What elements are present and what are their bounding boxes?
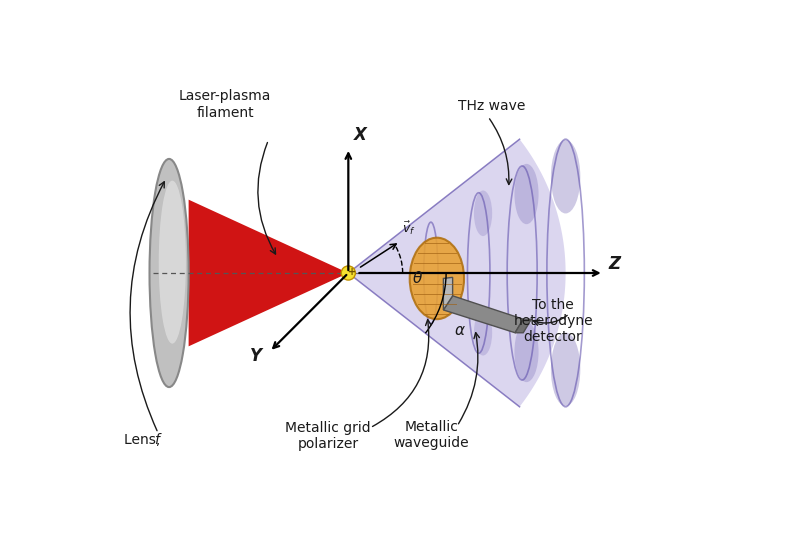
Polygon shape: [189, 200, 348, 346]
Circle shape: [342, 266, 355, 280]
Text: Y: Y: [249, 347, 261, 365]
Ellipse shape: [149, 159, 189, 387]
Polygon shape: [443, 296, 523, 333]
Ellipse shape: [551, 333, 581, 406]
Ellipse shape: [474, 310, 492, 355]
Ellipse shape: [514, 164, 539, 224]
Text: $\theta$: $\theta$: [413, 270, 424, 286]
Text: $\vec{v}_f$: $\vec{v}_f$: [402, 219, 416, 237]
Text: $\alpha$: $\alpha$: [454, 323, 466, 339]
Polygon shape: [515, 319, 532, 333]
Text: X: X: [353, 126, 367, 144]
Text: To the
heterodyne
detector: To the heterodyne detector: [514, 298, 593, 344]
Ellipse shape: [409, 238, 464, 319]
Ellipse shape: [474, 191, 492, 236]
Text: Metallic grid
polarizer: Metallic grid polarizer: [286, 421, 371, 451]
Text: Lens,: Lens,: [124, 433, 165, 447]
Text: +: +: [348, 268, 356, 277]
Text: Z: Z: [608, 254, 620, 272]
Polygon shape: [348, 139, 566, 407]
Text: THz wave: THz wave: [458, 99, 525, 113]
Text: Laser-plasma
filament: Laser-plasma filament: [179, 90, 271, 120]
Polygon shape: [443, 277, 453, 310]
Ellipse shape: [159, 181, 186, 343]
Ellipse shape: [514, 322, 539, 382]
Text: f: f: [154, 433, 159, 447]
Ellipse shape: [551, 140, 581, 213]
Text: Metallic
waveguide: Metallic waveguide: [394, 420, 469, 450]
